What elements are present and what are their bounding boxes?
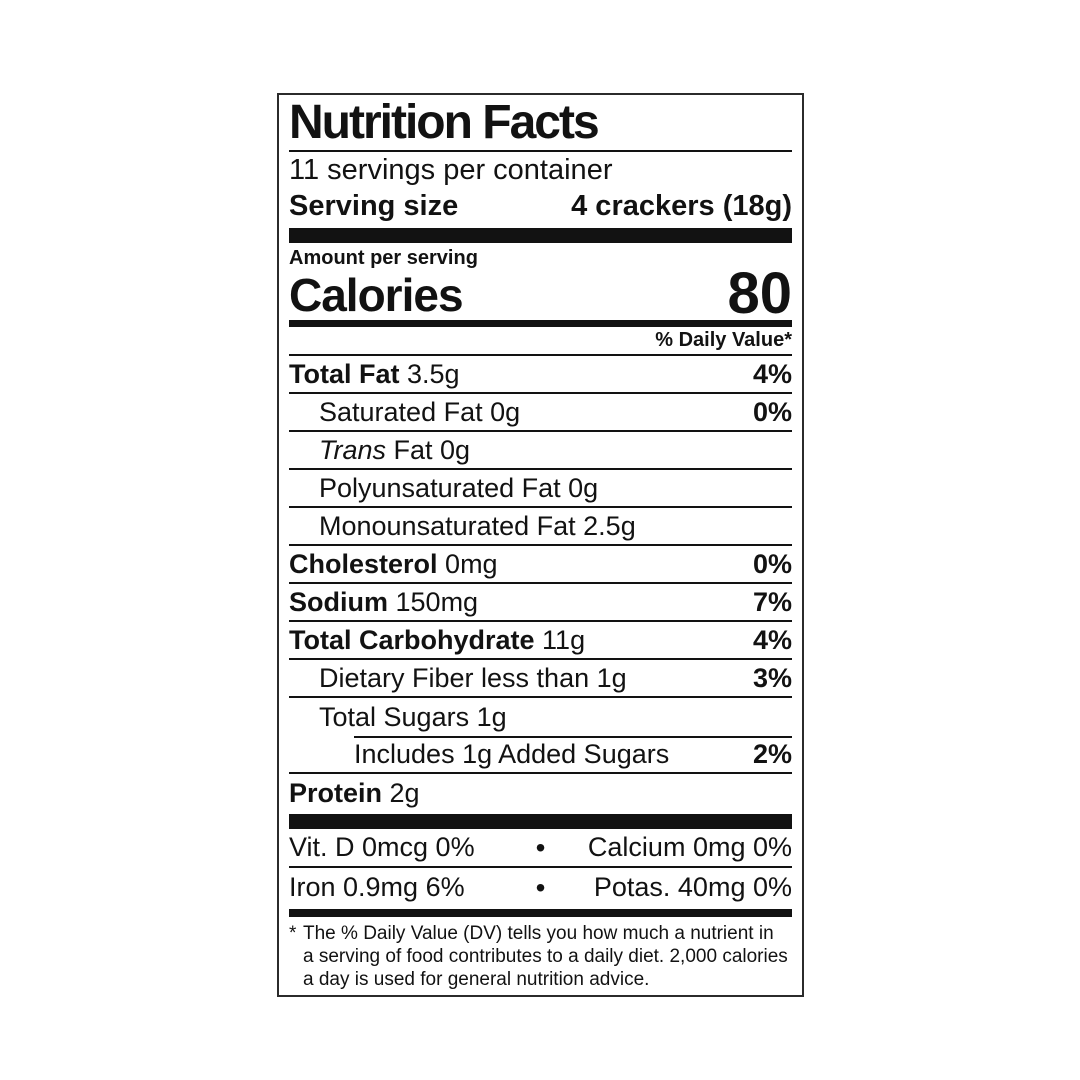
- nutrition-facts-label: Nutrition Facts 11 servings per containe…: [277, 93, 804, 997]
- label-title: Nutrition Facts: [289, 95, 600, 149]
- footnote-asterisk: *: [289, 923, 297, 944]
- micronutrient-row-2: Iron 0.9mg 6% • Potas. 40mg 0%: [289, 868, 792, 907]
- nutrient-name: Total Carbohydrate 11g: [289, 624, 586, 655]
- nutrient-dv: 0%: [752, 548, 792, 579]
- serving-size-row: Serving size 4 crackers (18g): [289, 186, 792, 226]
- amount-per-serving: Amount per serving: [289, 247, 478, 269]
- nutrient-name: Total Sugars 1g: [319, 701, 507, 732]
- footnote-text: The % Daily Value (DV) tells you how muc…: [303, 923, 788, 990]
- nutrient-name: Cholesterol 0mg: [289, 548, 498, 579]
- nutrient-dv: 2%: [752, 738, 792, 769]
- serving-size-label: Serving size: [289, 189, 459, 222]
- nutrient-row-dietary-fiber: Dietary Fiber less than 1g 3%: [289, 660, 792, 698]
- nutrient-row-total-fat: Total Fat 3.5g 4%: [289, 356, 792, 394]
- nutrient-name: Includes 1g Added Sugars: [354, 738, 670, 769]
- nutrient-name: Monounsaturated Fat 2.5g: [319, 510, 636, 541]
- nutrient-dv: 4%: [752, 358, 792, 389]
- calories-row: Calories 80: [289, 261, 792, 326]
- thick-divider-bar: [289, 814, 792, 829]
- nutrient-row-cholesterol: Cholesterol 0mg 0%: [289, 546, 792, 584]
- nutrient-row-monounsaturated-fat: Monounsaturated Fat 2.5g: [289, 508, 792, 546]
- nutrient-row-saturated-fat: Saturated Fat 0g 0%: [289, 394, 792, 432]
- nutrient-row-sodium: Sodium 150mg 7%: [289, 584, 792, 622]
- nutrient-row-total-sugars: Total Sugars 1g: [289, 698, 792, 736]
- nutrient-name: Total Fat 3.5g: [289, 358, 460, 389]
- micronutrient-row-1: Vit. D 0mcg 0% • Calcium 0mg 0%: [289, 829, 792, 868]
- micronutrient-potassium: Potas. 40mg 0%: [593, 872, 792, 902]
- calories-value: 80: [727, 261, 792, 326]
- nutrient-row-trans-fat: Trans Fat 0g: [289, 432, 792, 470]
- nutrient-dv: 0%: [752, 396, 792, 427]
- nutrient-name: Trans Fat 0g: [319, 434, 471, 465]
- micronutrient-vitamin-d: Vit. D 0mcg 0%: [289, 832, 475, 862]
- nutrient-row-added-sugars: Includes 1g Added Sugars 2%: [289, 736, 792, 774]
- nutrient-name: Saturated Fat 0g: [319, 396, 521, 427]
- nutrient-dv: 3%: [752, 662, 792, 693]
- nutrient-name: Dietary Fiber less than 1g: [319, 662, 627, 693]
- label-title-block: Nutrition Facts: [289, 95, 792, 152]
- medium-divider-bar: [289, 320, 792, 327]
- nutrient-row-protein: Protein 2g: [289, 774, 792, 812]
- bullet-separator-icon: •: [535, 871, 546, 903]
- nutrient-name: Polyunsaturated Fat 0g: [319, 472, 599, 503]
- nutrient-row-total-carbohydrate: Total Carbohydrate 11g 4%: [289, 622, 792, 660]
- nutrient-dv: 4%: [752, 624, 792, 655]
- bullet-separator-icon: •: [535, 831, 546, 863]
- nutrient-name: Sodium 150mg: [289, 586, 479, 617]
- medium-divider-bar: [289, 909, 792, 917]
- nutrient-name: Protein 2g: [289, 777, 420, 808]
- micronutrient-calcium: Calcium 0mg 0%: [587, 832, 792, 862]
- servings-per-container: 11 servings per container: [289, 154, 613, 186]
- thick-divider-bar: [289, 228, 792, 243]
- nutrient-row-polyunsaturated-fat: Polyunsaturated Fat 0g: [289, 470, 792, 508]
- daily-value-header: % Daily Value*: [289, 327, 792, 356]
- calories-label: Calories: [289, 269, 464, 321]
- nutrient-dv: 7%: [752, 586, 792, 617]
- micronutrient-iron: Iron 0.9mg 6%: [289, 872, 465, 902]
- daily-value-footnote: * The % Daily Value (DV) tells you how m…: [289, 917, 792, 995]
- serving-size-value: 4 crackers (18g): [571, 189, 792, 222]
